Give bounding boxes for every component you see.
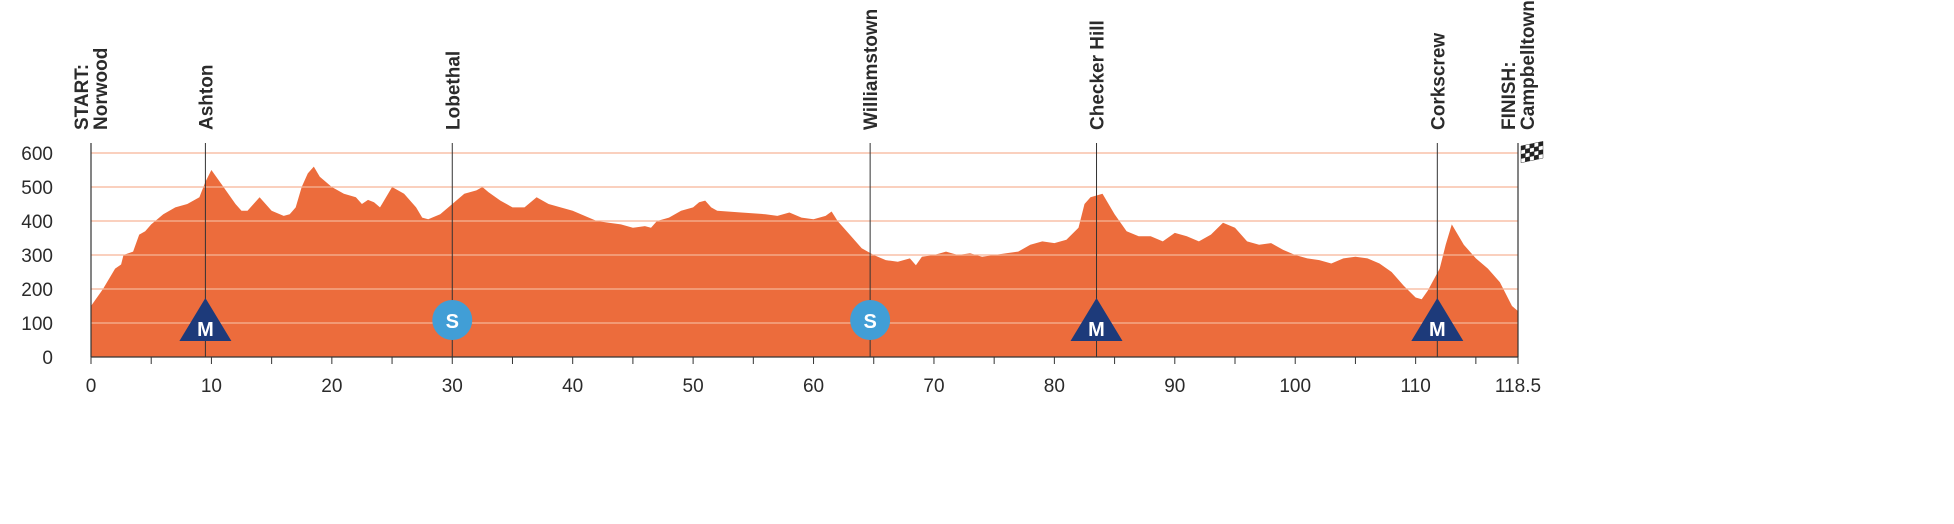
marker-label: S [446,311,459,333]
marker-label: M [1429,319,1446,341]
checkered-flag-icon [1520,141,1544,164]
place-label: FINISH: [1499,61,1520,130]
place-label: Lobethal [443,51,464,130]
sprint-icon [850,300,891,340]
elevation-area [91,166,1518,357]
x-tick-label: 40 [562,376,583,397]
x-tick-label: 118.5 [1495,376,1541,397]
x-tick-label: 20 [321,376,342,397]
mountain-classification-icon [1411,298,1464,341]
place-label: Campbelltown [1518,0,1539,130]
marker-label: M [1088,319,1105,341]
x-tick-label: 110 [1400,376,1430,397]
x-tick-label: 100 [1279,376,1311,397]
place-label: Norwood [91,48,112,130]
x-tick-label: 30 [442,376,463,397]
y-tick-label: 0 [42,348,53,369]
x-tick-label: 80 [1044,376,1065,397]
marker-label: M [197,319,214,341]
x-tick-label: 70 [923,376,944,397]
x-tick-label: 50 [683,376,704,397]
place-label: Checker Hill [1088,20,1109,130]
y-tick-label: 400 [21,212,53,233]
y-tick-label: 200 [21,280,53,301]
place-label: Corkscrew [1428,33,1449,130]
y-tick-label: 600 [21,144,53,165]
x-tick-label: 10 [201,376,222,397]
place-label: START: [72,64,93,130]
y-tick-label: 300 [21,246,53,267]
sprint-icon [432,300,473,340]
x-tick-label: 90 [1164,376,1185,397]
x-tick-label: 60 [803,376,824,397]
x-tick-label: 0 [86,376,97,397]
y-tick-label: 100 [21,314,53,335]
y-tick-label: 500 [21,178,53,199]
mountain-classification-icon [1070,298,1123,341]
place-label: Ashton [196,65,217,130]
mountain-classification-icon [179,298,232,341]
place-label: Williamstown [861,9,882,130]
marker-label: S [863,311,876,333]
